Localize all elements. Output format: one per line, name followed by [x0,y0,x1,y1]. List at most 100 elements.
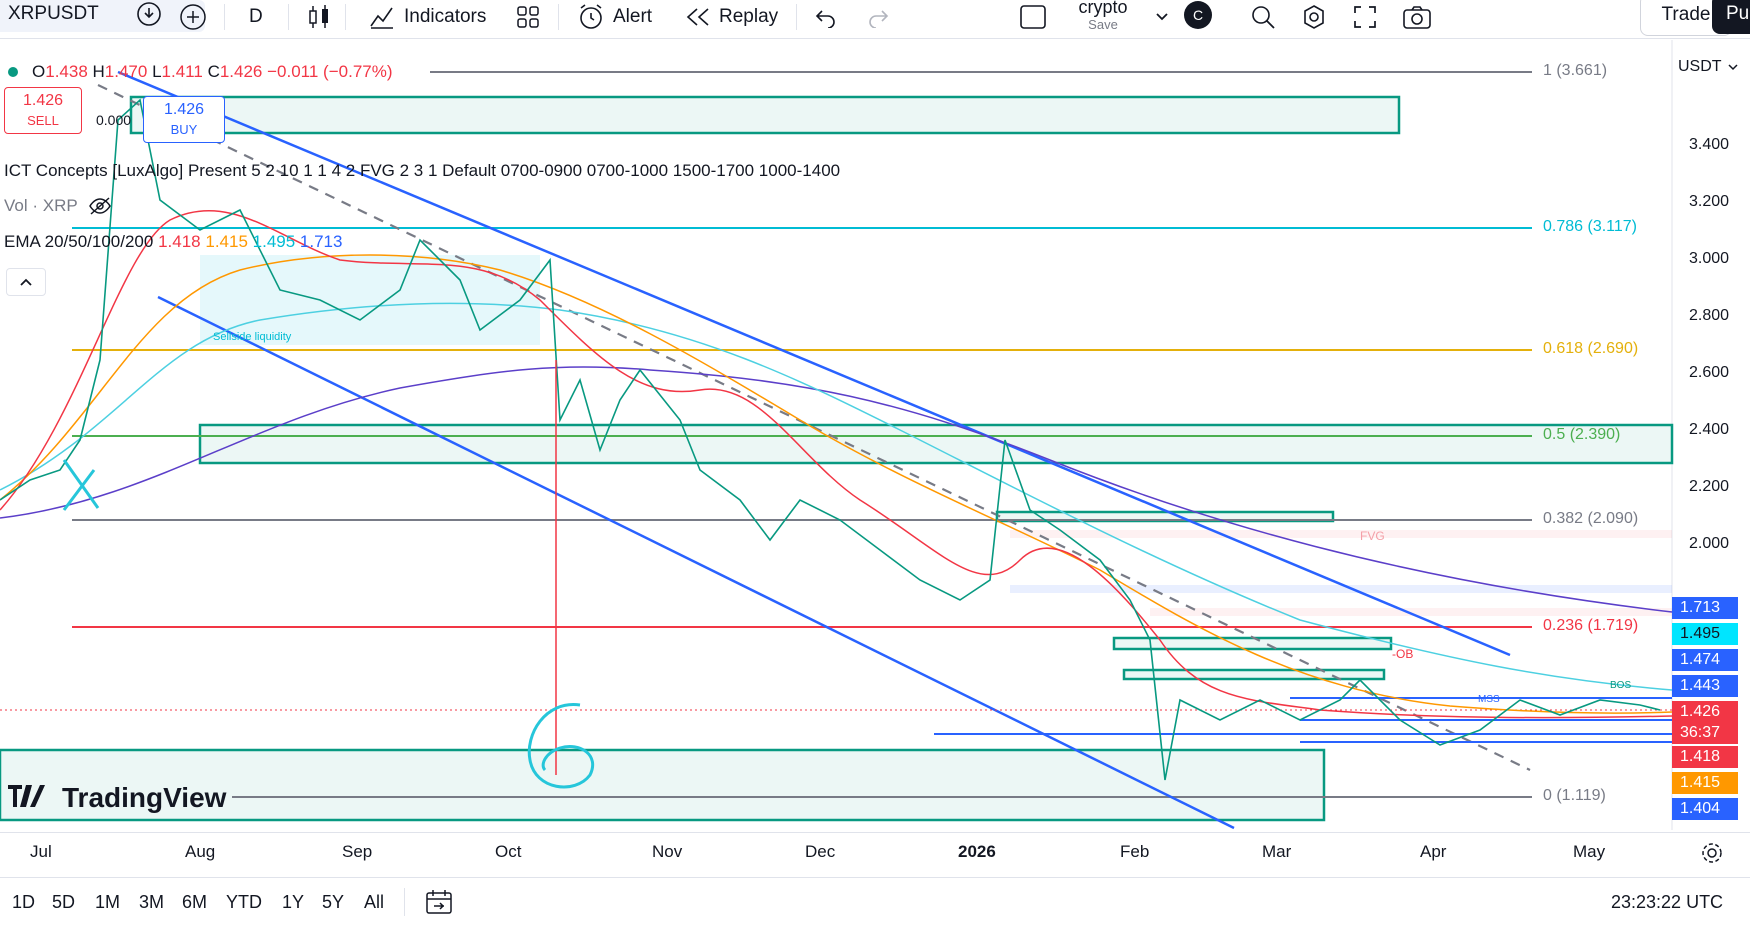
ema20-line [0,209,1673,719]
range-ytd-button[interactable]: YTD [226,892,262,912]
layout-toggle-button[interactable] [1019,0,1047,34]
sell-button[interactable]: 1.426 SELL [4,87,82,134]
currency-selector[interactable]: USDT [1678,58,1738,76]
range-1y-button[interactable]: 1Y [282,892,305,912]
range-3m-button[interactable]: 3M [139,892,165,912]
compare-symbol-button[interactable] [178,0,208,34]
symbol-label: XRPUSDT [8,3,99,24]
open-label: O [32,62,46,81]
tradingview-logo: TradingView [8,782,227,813]
avatar-letter: C [1192,7,1204,23]
collapse-legend-button[interactable] [6,268,46,296]
price-axis-label: 3.400 [1689,136,1730,153]
publish-button[interactable]: Pu [1712,0,1750,34]
high-value: 1.470 [104,62,148,81]
ema-legend[interactable]: EMA 20/50/100/200 1.418 1.415 1.495 1.71… [4,232,342,252]
ema50-value: 1.415 [205,232,248,251]
layout-name: crypto [1078,0,1128,17]
fib-level-0236: 0.236 (1.719) [1543,617,1639,634]
indicators-label: Indicators [404,6,487,27]
alarm-clock-icon [580,4,602,29]
market-status-dot [8,67,18,77]
fib-level-0618: 0.618 (2.690) [1543,340,1639,357]
time-axis-label: Sep [342,842,373,861]
price-axis-label: 2.000 [1689,535,1730,552]
quick-search-button[interactable] [1249,0,1277,34]
price-axis-label: 2.800 [1689,307,1730,324]
chart-type-button[interactable] [307,0,331,34]
layout-name-button[interactable]: crypto Save [1068,0,1138,32]
alert-button[interactable]: Alert [577,0,652,34]
range-1d-button[interactable]: 1D [12,892,36,912]
zone-feb2 [1112,636,1393,651]
fullscreen-button[interactable] [1352,0,1378,34]
ema100-value: 1.495 [252,232,296,251]
channel-upper [117,70,1511,657]
range-1m-button[interactable]: 1M [95,892,121,912]
publish-label: Pu [1726,3,1750,24]
snapshot-button[interactable] [1402,0,1432,34]
square-icon [1020,5,1046,29]
clock-timezone[interactable]: 23:23:22 UTC [1611,892,1724,912]
redo-button[interactable] [866,0,890,34]
price-axis-label: 2.600 [1689,364,1730,381]
buy-button[interactable]: 1.426 BUY [143,96,225,143]
ohlc-legend: O1.438 H1.470 L1.411 C1.426 −0.011 (−0.7… [8,62,393,82]
change-value: −0.011 (−0.77%) [267,62,393,81]
low-value: 1.411 [161,62,203,81]
bos-label: BOS [1610,680,1631,691]
buy-label: BUY [170,122,198,137]
undo-button[interactable] [814,0,838,34]
handwritten-six [527,703,595,789]
go-to-date-button[interactable] [424,888,454,921]
chevron-down-icon [1728,64,1738,71]
zone-top [129,95,1401,135]
settings-button[interactable] [1300,0,1328,34]
chart-settings-button[interactable] [1700,841,1724,870]
time-axis[interactable]: Jul Aug Sep Oct Nov Dec 2026 Feb Mar Apr… [0,832,1750,873]
ema100-price-tag: 1.495 [1672,623,1738,645]
replay-label: Replay [719,6,779,27]
range-all-button[interactable]: All [364,892,385,912]
low-label: L [152,62,162,81]
chart-canvas[interactable]: Sellside liquidity FVG -OB BOS MSS Tradi… [0,40,1750,830]
price-axis-label: 3.200 [1689,193,1730,210]
interval-button[interactable]: D [249,0,263,34]
open-value: 1.438 [45,62,88,81]
grid-icon [517,6,539,28]
last-price-tag: 1.426 [1672,701,1738,723]
fvg-zone-3 [1150,608,1672,616]
ema20-value: 1.418 [158,232,201,251]
volume-label: Vol · XRP [4,196,78,215]
ob-label: -OB [1392,647,1413,661]
indicators-button[interactable]: Indicators [368,0,486,34]
volume-legend[interactable]: Vol · XRP [4,196,112,216]
ict-indicator-legend[interactable]: ICT Concepts [LuxAlgo] Present 5 2 10 1 … [4,161,841,180]
fvg-label: FVG [1360,529,1385,543]
add-to-watchlist-icon[interactable] [136,1,162,32]
chevron-down-icon [1156,13,1168,21]
zone-bottom [0,748,1326,822]
layout-menu-button[interactable] [1154,0,1170,34]
time-axis-label: Dec [805,842,836,861]
mss-label: MSS [1478,694,1500,705]
sellside-liquidity-label: Sellside liquidity [213,331,292,343]
time-axis-label: Nov [652,842,683,861]
indicators-icon [370,7,393,29]
gear-icon [1304,5,1324,29]
templates-button[interactable] [515,0,541,34]
symbol-search[interactable]: XRPUSDT [0,0,205,32]
range-6m-button[interactable]: 6M [182,892,208,912]
range-5d-button[interactable]: 5D [52,892,76,912]
ema20-price-tag: 1.418 [1672,746,1738,768]
time-axis-label: May [1573,842,1606,861]
range-5y-button[interactable]: 5Y [322,892,345,912]
price-axis-label: 2.200 [1689,478,1730,495]
ema200-line [0,366,1673,613]
undo-icon [815,10,835,28]
replay-button[interactable]: Replay [685,0,778,34]
currency-label: USDT [1678,58,1722,75]
avatar[interactable]: C [1184,1,1212,29]
sell-label: SELL [27,113,59,128]
fullscreen-icon [1354,6,1376,28]
